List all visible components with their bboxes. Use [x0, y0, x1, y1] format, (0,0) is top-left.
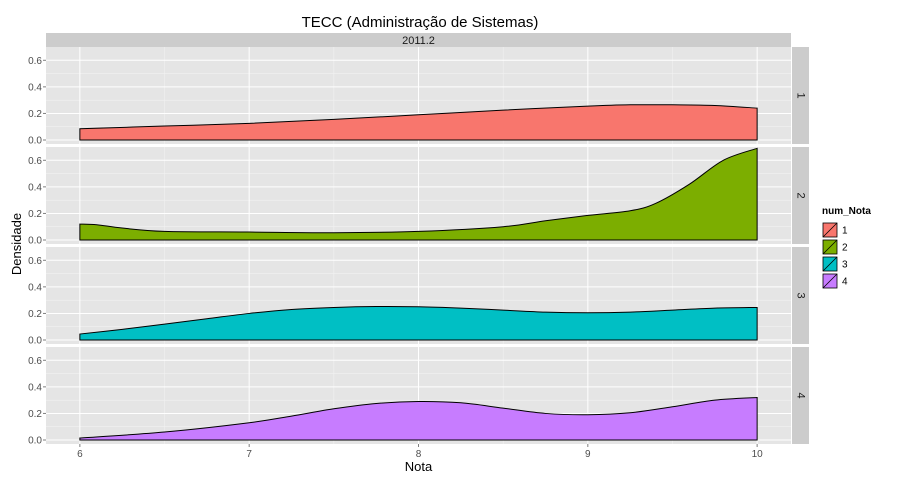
legend-title: num_Nota [822, 206, 871, 217]
legend-item-4: 4 [821, 272, 848, 290]
density-area-4 [79, 396, 758, 441]
facet-panel-2: 0.0 0.2 0.4 0.6 2 [28, 147, 809, 247]
row-strip-label: 2 [795, 192, 807, 198]
density-area-3 [79, 305, 758, 341]
density-area-1 [79, 104, 758, 141]
legend-item-1: 1 [821, 221, 848, 239]
y-tick-label: 0.2 [28, 409, 42, 420]
legend-label: 3 [842, 260, 848, 271]
legend: num_Nota 1 2 3 4 [821, 206, 871, 290]
y-tick-label: 0.6 [28, 356, 42, 367]
density-area-2 [79, 147, 758, 241]
x-tick-label: 9 [585, 449, 591, 460]
y-tick-label: 0.6 [28, 56, 42, 67]
y-tick-label: 0.4 [28, 82, 42, 93]
y-tick-label: 0.0 [28, 136, 42, 147]
legend-label: 4 [842, 277, 848, 288]
x-tick-label: 6 [77, 449, 83, 460]
facet-panels: 0.00.20.40.610.00.20.40.620.00.20.40.630… [28, 47, 809, 447]
y-tick-label: 0.0 [28, 236, 42, 247]
row-strip-label: 3 [795, 292, 807, 298]
legend-label: 2 [842, 243, 848, 254]
legend-item-3: 3 [821, 255, 848, 273]
y-tick-label: 0.2 [28, 309, 42, 320]
y-tick-label: 0.6 [28, 256, 42, 267]
y-axis-title: Densidade [9, 213, 24, 275]
y-tick-label: 0.4 [28, 382, 42, 393]
y-tick-label: 0.4 [28, 282, 42, 293]
row-strip-label: 1 [795, 92, 807, 98]
y-tick-label: 0.6 [28, 156, 42, 167]
legend-item-2: 2 [821, 238, 848, 256]
row-strip [792, 47, 809, 144]
legend-swatch-slash [822, 273, 838, 289]
chart-title: TECC (Administração de Sistemas) [302, 14, 539, 31]
row-strip [792, 247, 809, 344]
facet-panel-4: 0.0 0.2 0.4 0.6 4 [28, 347, 809, 447]
y-tick-label: 0.4 [28, 182, 42, 193]
facet-panel-3: 0.0 0.2 0.4 0.6 3 [28, 247, 809, 347]
row-strip-label: 4 [795, 392, 807, 398]
x-axis-title: Nota [405, 459, 433, 474]
row-strip [792, 347, 809, 444]
legend-swatch-slash [822, 239, 838, 255]
x-tick-label: 7 [246, 449, 252, 460]
facet-panel-1: 0.0 0.2 0.4 0.6 1 [28, 47, 809, 147]
y-tick-label: 0.2 [28, 109, 42, 120]
x-axis: 6 7 8 9 10 [77, 444, 763, 460]
legend-label: 1 [842, 226, 848, 237]
x-tick-label: 10 [752, 449, 764, 460]
y-tick-label: 0.0 [28, 436, 42, 447]
legend-swatch-slash [822, 222, 838, 238]
column-strip [46, 33, 791, 47]
row-strip [792, 147, 809, 244]
y-tick-label: 0.0 [28, 336, 42, 347]
column-strip-label: 2011.2 [402, 35, 435, 47]
legend-swatch-slash [822, 256, 838, 272]
x-tick-label: 8 [416, 449, 422, 460]
y-tick-label: 0.2 [28, 209, 42, 220]
